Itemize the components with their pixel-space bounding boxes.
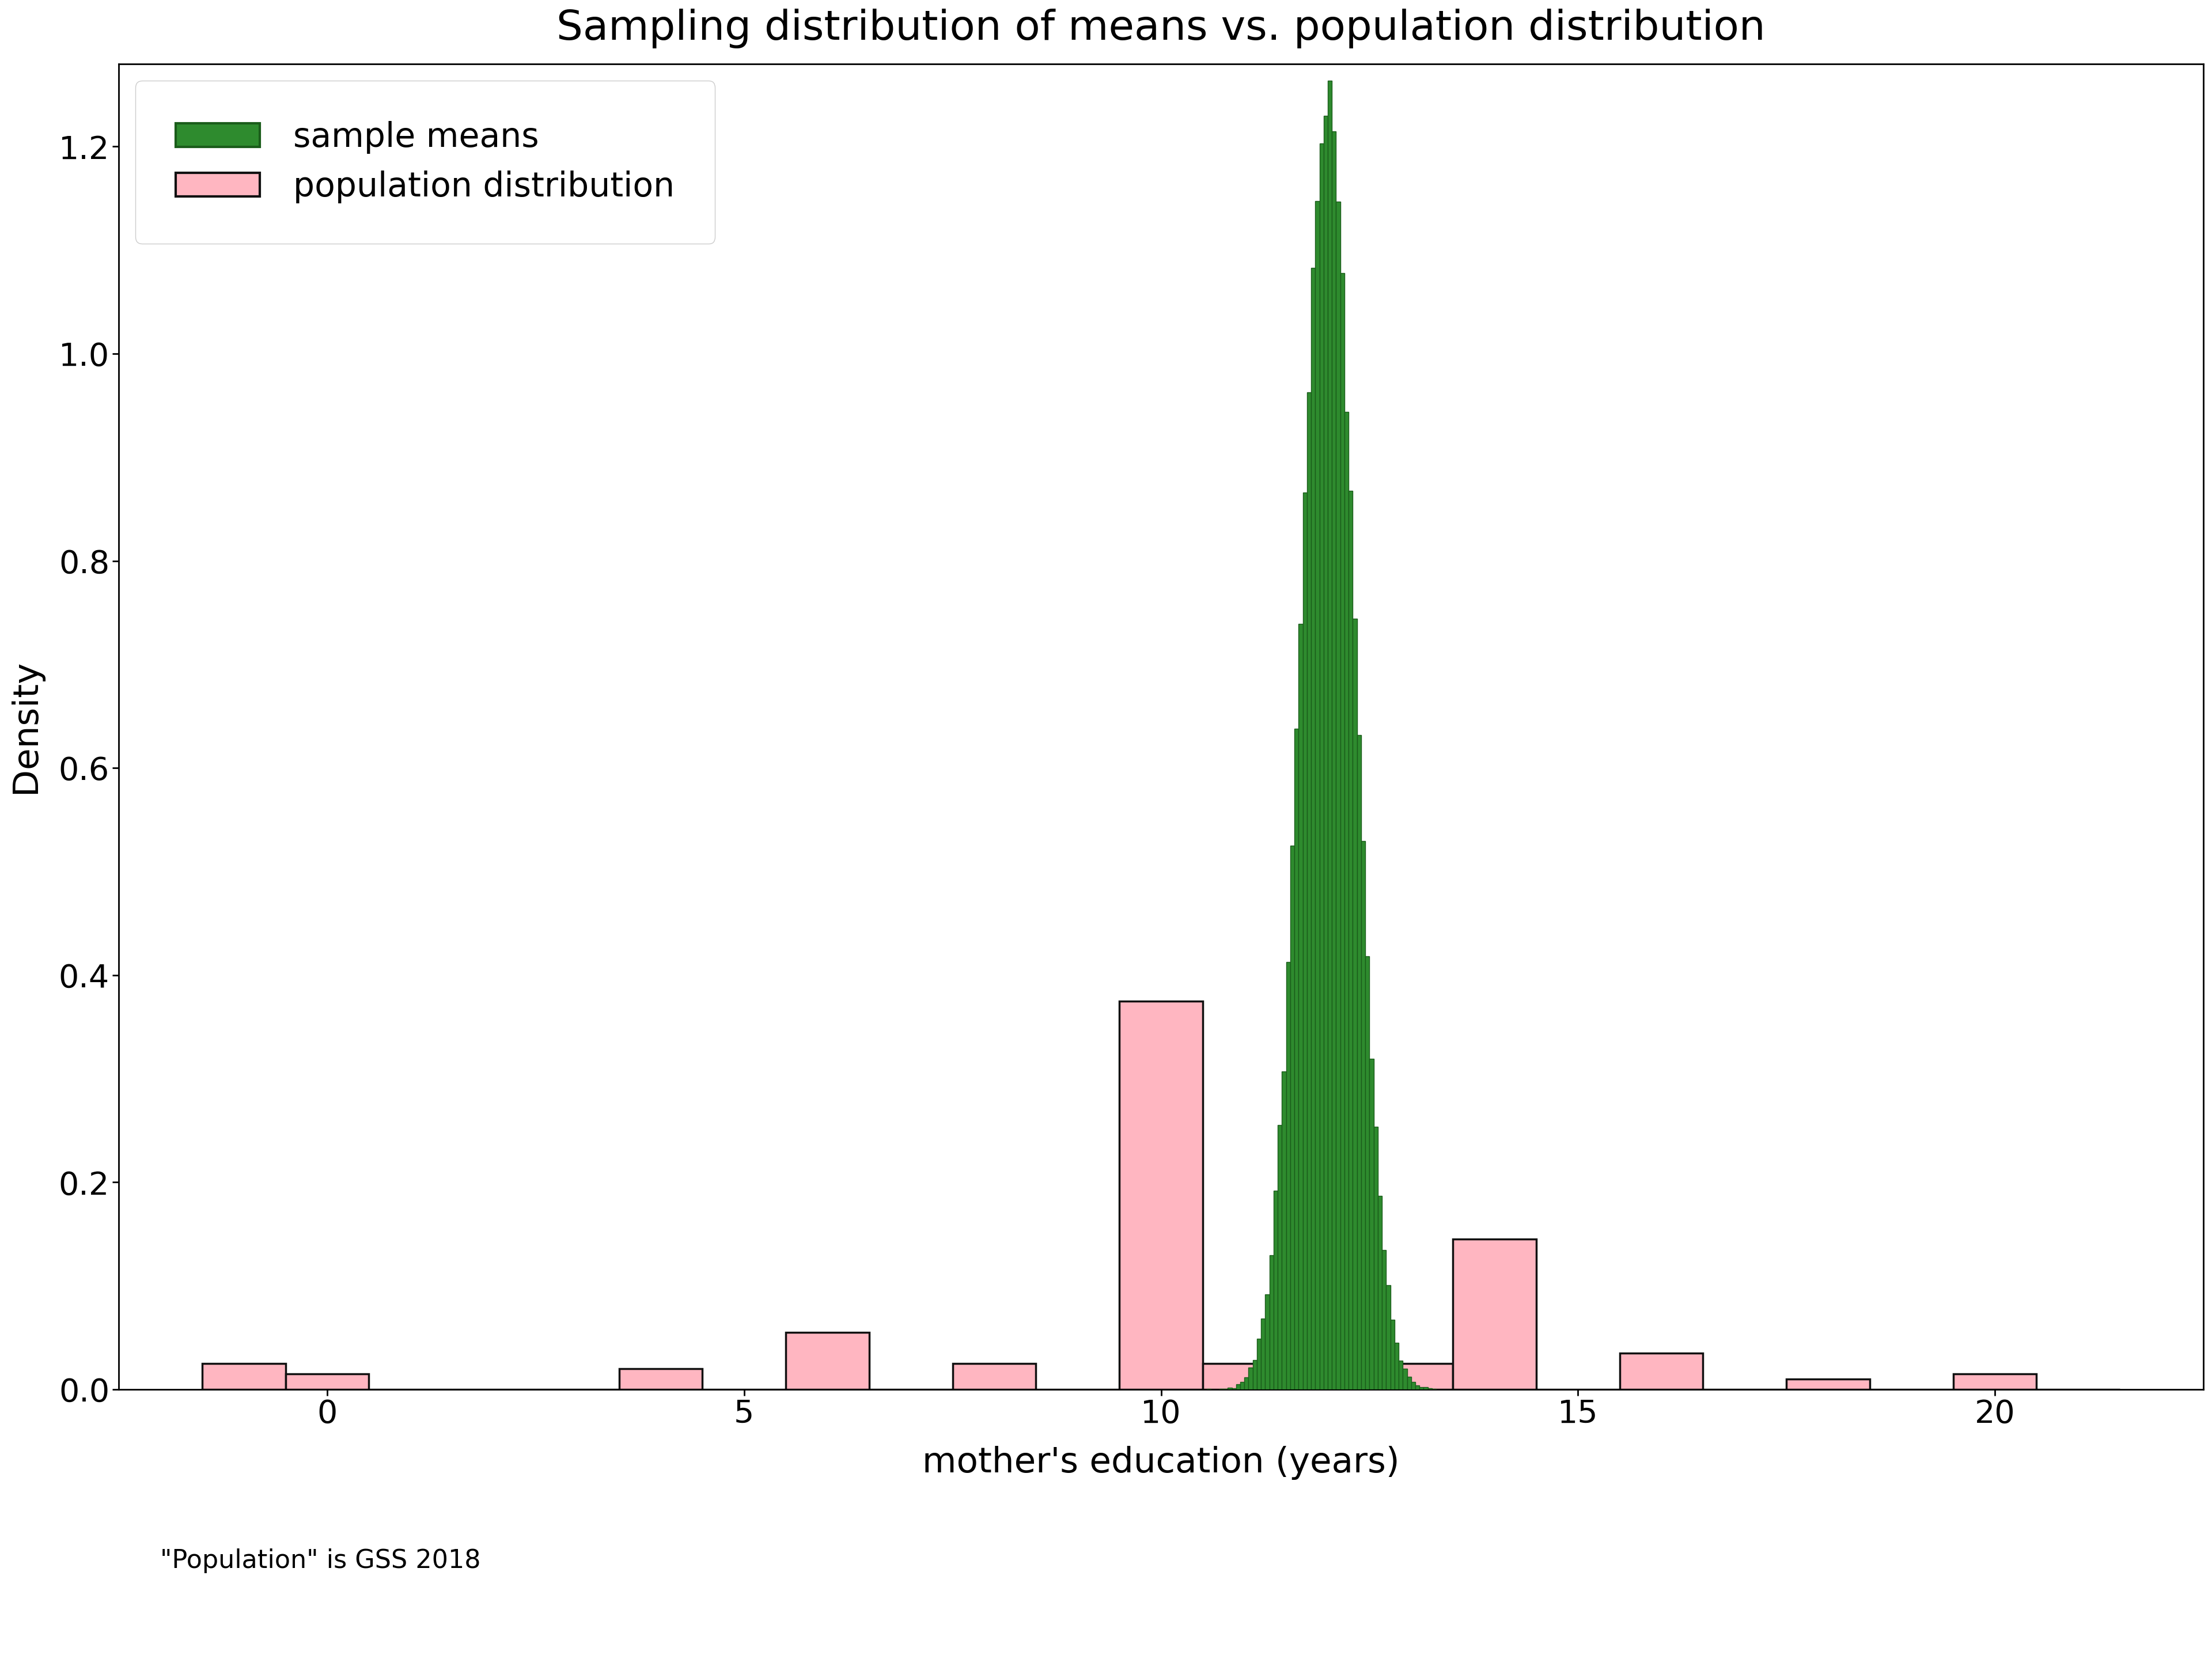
Bar — [1327, 81, 1332, 1389]
Bar — [1274, 1191, 1279, 1389]
Bar — [1237, 1384, 1241, 1389]
Legend: sample means, population distribution: sample means, population distribution — [135, 81, 714, 244]
Bar — [1316, 201, 1318, 1389]
Bar — [1416, 1385, 1420, 1389]
Bar — [619, 1369, 703, 1389]
Bar — [1256, 1339, 1261, 1389]
Bar — [1270, 1256, 1274, 1389]
Bar — [1953, 1374, 2037, 1389]
Bar — [1354, 619, 1356, 1389]
Bar — [1387, 1286, 1391, 1389]
Bar — [1398, 1360, 1402, 1389]
Bar — [1119, 1000, 1203, 1389]
Bar — [1279, 1125, 1283, 1389]
Y-axis label: Density: Density — [9, 660, 42, 793]
Bar — [1312, 267, 1316, 1389]
Bar — [1290, 846, 1294, 1389]
Bar — [1241, 1382, 1245, 1389]
Bar — [1619, 1354, 1703, 1389]
Bar — [1336, 201, 1340, 1389]
X-axis label: mother's education (years): mother's education (years) — [922, 1445, 1400, 1480]
Bar — [285, 1374, 369, 1389]
Bar — [1283, 1072, 1285, 1389]
Bar — [1453, 1239, 1537, 1389]
Bar — [1294, 728, 1298, 1389]
Bar — [1356, 735, 1360, 1389]
Bar — [1360, 841, 1365, 1389]
Bar — [1248, 1367, 1252, 1389]
Bar — [1318, 144, 1323, 1389]
Bar — [1323, 116, 1327, 1389]
Bar — [1365, 956, 1369, 1389]
Bar — [1787, 1379, 1869, 1389]
Bar — [1369, 1058, 1374, 1389]
Bar — [1394, 1342, 1398, 1389]
Bar — [1332, 131, 1336, 1389]
Bar — [1420, 1387, 1425, 1389]
Title: Sampling distribution of means vs. population distribution: Sampling distribution of means vs. popul… — [557, 8, 1765, 48]
Bar — [785, 1332, 869, 1389]
Bar — [1407, 1377, 1411, 1389]
Bar — [1382, 1249, 1387, 1389]
Bar — [1203, 1364, 1285, 1389]
Bar — [1303, 493, 1307, 1389]
Bar — [1265, 1294, 1270, 1389]
Bar — [1402, 1369, 1407, 1389]
Bar — [1411, 1382, 1416, 1389]
Bar — [1345, 411, 1349, 1389]
Bar — [1252, 1360, 1256, 1389]
Bar — [1391, 1321, 1394, 1389]
Bar — [1425, 1387, 1429, 1389]
Bar — [1374, 1126, 1378, 1389]
Bar — [1285, 1284, 1369, 1389]
Bar — [201, 1364, 285, 1389]
Bar — [1307, 393, 1312, 1389]
Bar — [1349, 491, 1354, 1389]
Bar — [1285, 962, 1290, 1389]
Bar — [953, 1364, 1035, 1389]
Text: "Population" is GSS 2018: "Population" is GSS 2018 — [159, 1548, 480, 1573]
Bar — [1245, 1377, 1248, 1389]
Bar — [1228, 1387, 1232, 1389]
Bar — [1298, 624, 1303, 1389]
Bar — [1340, 274, 1345, 1389]
Bar — [1369, 1364, 1453, 1389]
Bar — [1378, 1196, 1382, 1389]
Bar — [1261, 1319, 1265, 1389]
